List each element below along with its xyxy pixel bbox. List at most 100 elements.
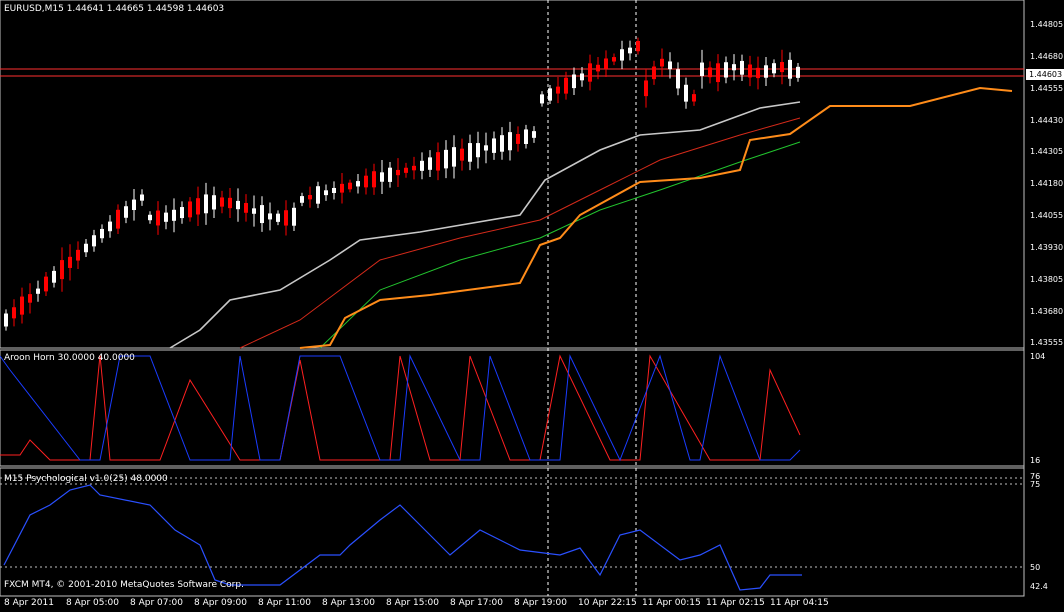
candle-body — [316, 186, 320, 204]
candle-body — [596, 64, 600, 72]
psych-axis-label: 75 — [1030, 480, 1041, 489]
candle-body — [660, 58, 664, 67]
candle-body — [508, 132, 512, 151]
candle-body — [396, 169, 400, 176]
candle-body — [108, 221, 112, 232]
candle-body — [724, 62, 728, 78]
candle-body — [44, 276, 48, 292]
candle-body — [676, 69, 680, 89]
time-label: 11 Apr 02:15 — [706, 598, 765, 608]
candle-body — [300, 196, 304, 203]
symbol-header: EURUSD,M15 1.44641 1.44665 1.44598 1.446… — [4, 4, 225, 14]
candle-body — [372, 171, 376, 188]
candle-body — [516, 134, 520, 144]
candle-body — [124, 206, 128, 218]
candle-body — [500, 135, 504, 152]
price-label: 1.43680 — [1030, 307, 1064, 316]
candle-body — [652, 66, 656, 80]
candle-body — [532, 131, 536, 138]
candle-body — [12, 307, 16, 319]
candle-body — [204, 194, 208, 214]
psych-panel-frame — [0, 467, 1025, 597]
time-label: 8 Apr 15:00 — [386, 598, 439, 608]
time-label: 11 Apr 00:15 — [642, 598, 701, 608]
main-panel-frame — [0, 0, 1025, 349]
candle-body — [92, 235, 96, 247]
candle-body — [708, 67, 712, 78]
price-label: 1.43555 — [1030, 338, 1064, 347]
candle-body — [52, 270, 56, 283]
candle-body — [572, 74, 576, 89]
candle-body — [356, 181, 360, 187]
time-label: 10 Apr 22:15 — [578, 598, 637, 608]
psych-line — [3, 484, 802, 591]
candle-body — [412, 165, 416, 171]
candle-body — [716, 63, 720, 83]
aroon-up-line — [0, 354, 801, 461]
price-label: 1.44430 — [1030, 116, 1064, 125]
candle-body — [476, 143, 480, 158]
candle-body — [548, 88, 552, 101]
candle-body — [220, 197, 224, 207]
candle-body — [580, 73, 584, 81]
candle-body — [588, 63, 592, 82]
price-label: 1.44805 — [1030, 20, 1064, 29]
candle-body — [340, 183, 344, 193]
aroon-header: Aroon Horn 30.0000 40.0000 — [4, 353, 135, 363]
time-label: 8 Apr 19:00 — [514, 598, 567, 608]
time-label: 8 Apr 07:00 — [130, 598, 183, 608]
candle-body — [348, 182, 352, 190]
time-label: 8 Apr 2011 — [4, 598, 54, 608]
candle-body — [388, 167, 392, 182]
candle-body — [276, 213, 280, 222]
candle-body — [156, 210, 160, 226]
price-label: 1.43930 — [1030, 243, 1064, 252]
aroon-axis-top: 104 — [1030, 352, 1046, 361]
price-label: 1.43805 — [1030, 275, 1064, 284]
candle-body — [556, 86, 560, 94]
aroon-panel-frame — [0, 349, 1025, 467]
candle-body — [796, 66, 800, 78]
candle-body — [76, 249, 80, 261]
candle-body — [260, 205, 264, 224]
candle-body — [684, 84, 688, 102]
price-label: 1.44680 — [1030, 52, 1064, 61]
time-label: 8 Apr 13:00 — [322, 598, 375, 608]
candle-body — [788, 59, 792, 79]
candle-body — [68, 256, 72, 268]
candle-body — [60, 260, 64, 280]
candle-body — [404, 167, 408, 173]
candle-body — [20, 296, 24, 315]
candle-body — [620, 49, 624, 61]
candle-body — [196, 198, 200, 215]
candle-body — [172, 209, 176, 221]
psych-header: M15 Psychological v1.0(25) 48.0000 — [4, 474, 168, 484]
candle-body — [468, 143, 472, 162]
candle-body — [692, 94, 696, 102]
candle-body — [28, 294, 32, 303]
psych-axis-label: 42.4 — [1030, 582, 1048, 591]
candle-body — [84, 243, 88, 253]
orange-line — [299, 86, 1013, 349]
candle-body — [540, 94, 544, 104]
candle-body — [636, 40, 640, 52]
candle-body — [436, 152, 440, 171]
candle-body — [700, 62, 704, 76]
candle-body — [764, 65, 768, 78]
aroon-axis-bottom: 16 — [1030, 456, 1041, 465]
candle-body — [612, 57, 616, 62]
candle-body — [644, 80, 648, 97]
candle-body — [284, 210, 288, 226]
candle-body — [780, 62, 784, 73]
time-label: 8 Apr 11:00 — [258, 598, 311, 608]
candle-body — [244, 203, 248, 213]
candle-body — [324, 190, 328, 196]
candle-body — [292, 207, 296, 226]
candle-body — [212, 195, 216, 210]
psych-axis-label: 50 — [1030, 563, 1041, 572]
candle-body — [140, 194, 144, 201]
candle-body — [188, 201, 192, 218]
candle-body — [748, 64, 752, 78]
candle-body — [452, 147, 456, 167]
